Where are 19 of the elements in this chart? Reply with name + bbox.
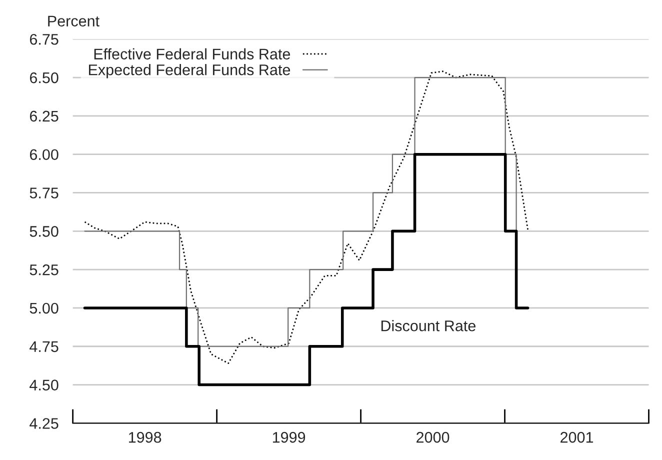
- legend-label: Effective Federal Funds Rate: [94, 48, 290, 60]
- y-tick-label: 5.25: [30, 264, 58, 276]
- legend-label: Expected Federal Funds Rate: [89, 64, 290, 78]
- annotation: Discount Rate: [381, 320, 476, 332]
- y-tick-label: 6.50: [30, 72, 58, 84]
- x-tick-label: 2001: [560, 432, 594, 443]
- y-tick-label: 5.50: [30, 226, 58, 237]
- y-tick-label: 4.25: [30, 418, 58, 429]
- y-tick-label: 5.75: [30, 188, 58, 198]
- x-tick-label: 2000: [416, 432, 450, 443]
- y-tick-label: 6.00: [30, 149, 58, 160]
- y-tick-label: 5.00: [30, 302, 58, 314]
- x-tick-label: 1999: [272, 432, 306, 443]
- x-tick-label: 1998: [128, 432, 162, 443]
- y-tick-label: 6.25: [30, 110, 58, 122]
- y-axis-title: Percent: [48, 16, 100, 26]
- y-tick-label: 6.75: [30, 34, 58, 45]
- y-tick-label: 4.75: [30, 341, 58, 352]
- y-tick-label: 4.50: [30, 380, 58, 390]
